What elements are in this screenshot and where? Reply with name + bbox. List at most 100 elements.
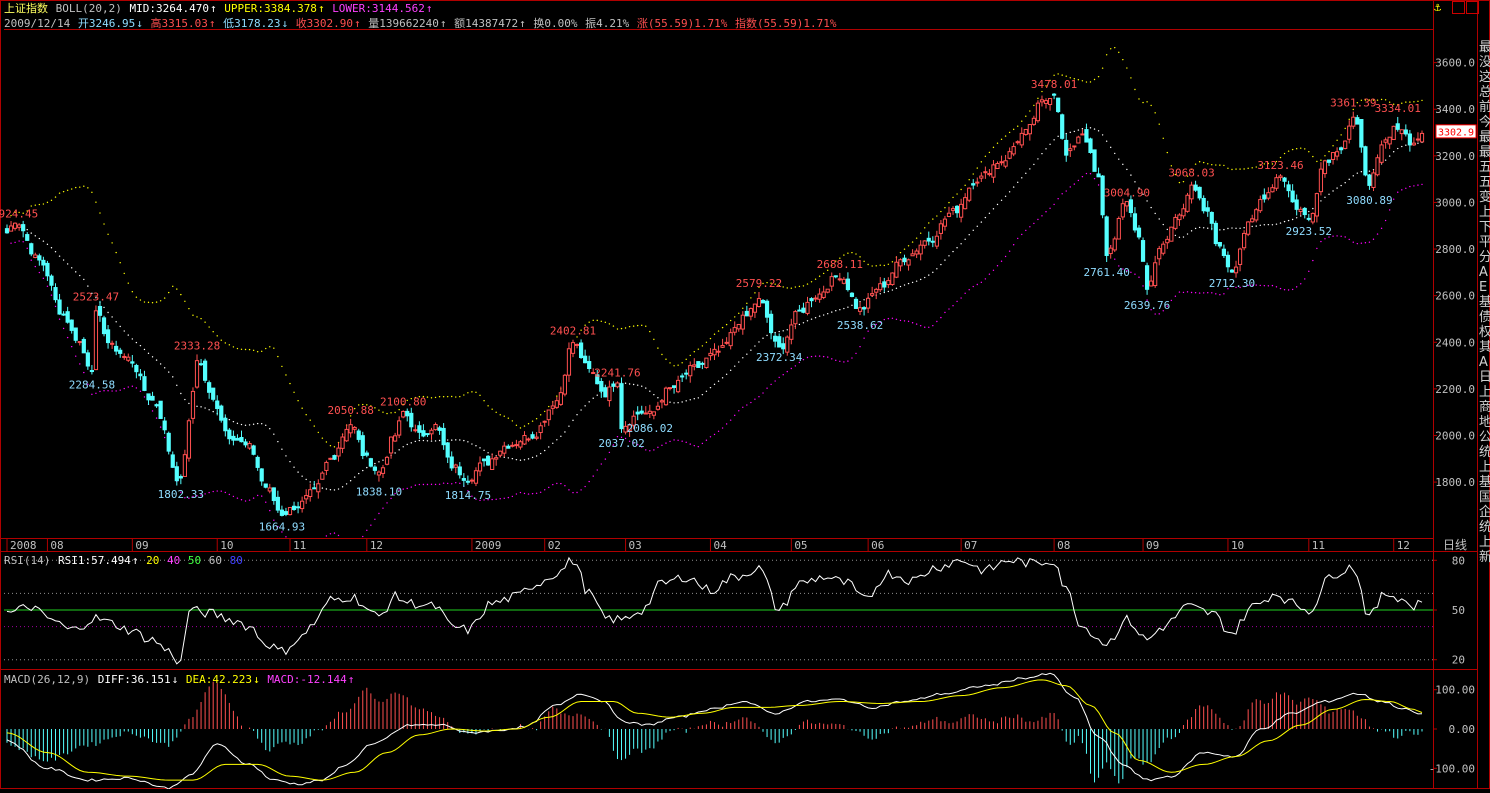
up-arrow-icon: ↑ — [209, 2, 217, 15]
boll-indicator[interactable]: BOLL(20,2) — [55, 2, 122, 15]
candle-body — [25, 234, 30, 241]
boll-mid-band-dot — [944, 259, 946, 261]
candle-body — [138, 373, 143, 377]
boll-mid-band-dot — [402, 446, 404, 448]
symbol-title[interactable]: 上证指数 — [4, 2, 48, 15]
boll-lower-band-dot — [798, 361, 801, 364]
candle-body — [437, 427, 442, 431]
boll-upper-band-dot — [697, 348, 700, 350]
boll-mid-band-dot — [1045, 148, 1047, 150]
boll-upper-band-dot — [499, 414, 501, 416]
boll-upper-band-dot — [1012, 128, 1015, 131]
boll-lower-band-dot — [337, 534, 340, 537]
boll-lower-band-dot — [588, 480, 590, 483]
candle-body — [1088, 138, 1093, 154]
trough-label: 2639.76 — [1124, 299, 1170, 312]
boll-lower-band-dot — [111, 390, 113, 392]
candle-body — [445, 442, 450, 458]
up-arrow-icon: ↑ — [425, 2, 433, 15]
rsi-indicator[interactable]: RSI(14) — [4, 554, 51, 567]
boll-upper-band-dot — [1178, 181, 1181, 184]
boll-upper-band-dot — [70, 188, 73, 190]
boll-lower-band-dot — [75, 355, 77, 357]
boll-lower-band-dot — [750, 401, 752, 404]
rsi-tick-label: 50 — [1452, 604, 1465, 617]
boll-mid-band-dot — [713, 383, 716, 386]
peak-label: 3068.03 — [1168, 167, 1214, 180]
boll-mid-band-dot — [159, 363, 162, 365]
boll-lower-band-dot — [135, 387, 138, 389]
boll-upper-band-dot — [240, 348, 243, 350]
window-close-button[interactable] — [1466, 1, 1479, 14]
boll-upper-band-dot — [483, 400, 485, 402]
boll-lower-band-dot — [410, 486, 412, 488]
boll-upper-band-dot — [762, 282, 764, 285]
boll-lower-band-dot — [822, 355, 825, 358]
boll-lower-band-dot — [1259, 284, 1261, 287]
boll-lower-band-dot — [762, 392, 764, 394]
candle-body — [490, 458, 495, 471]
boll-upper-band-dot — [1146, 101, 1148, 103]
boll-upper-band-dot — [487, 405, 489, 407]
quote-volume: 量139662240 — [368, 17, 439, 30]
boll-upper-band-dot — [42, 203, 45, 205]
boll-lower-band-dot — [936, 320, 938, 323]
boll-mid-band-dot — [924, 276, 926, 279]
boll-mid-band-dot — [240, 423, 243, 426]
boll-lower-band-dot — [1300, 283, 1302, 285]
boll-lower-band-dot — [1393, 198, 1395, 200]
candle-body — [522, 434, 527, 445]
candle-body — [324, 461, 329, 471]
boll-upper-band-dot — [1215, 164, 1217, 166]
boll-lower-band-dot — [1037, 218, 1039, 221]
macd-indicator[interactable]: MACD(26,12,9) — [4, 673, 91, 686]
boll-upper-band-dot — [309, 419, 311, 421]
boll-upper-band-dot — [62, 190, 65, 193]
candle-body — [1108, 247, 1113, 255]
candle-body — [231, 435, 236, 441]
boll-lower-band-dot — [38, 271, 41, 274]
boll-mid-band-dot — [301, 475, 303, 477]
boll-lower-band-dot — [729, 419, 732, 421]
candle-body — [186, 420, 192, 459]
date-tick-label: 11 — [293, 539, 306, 552]
boll-upper-band-dot — [119, 262, 121, 264]
boll-lower-band-dot — [620, 436, 623, 439]
candle-body — [21, 224, 26, 232]
boll-mid-band-dot — [1049, 143, 1051, 146]
date-tick-label: 03 — [629, 539, 642, 552]
boll-lower-band-dot — [968, 288, 970, 291]
candle-body — [1205, 207, 1210, 212]
candle-body — [1221, 248, 1227, 257]
boll-lower-band-dot — [956, 300, 958, 303]
boll-upper-band-dot — [879, 264, 881, 266]
window-restore-button[interactable] — [1452, 1, 1465, 14]
anchor-icon[interactable]: ⚓ — [1434, 0, 1442, 14]
boll-upper-band-dot — [390, 412, 392, 414]
boll-lower-band-dot — [483, 499, 485, 501]
candle-body — [118, 349, 123, 354]
boll-upper-band-dot — [924, 227, 926, 229]
boll-lower-band-dot — [406, 487, 408, 490]
candle-body — [219, 405, 224, 421]
boll-upper-band-dot — [770, 282, 772, 284]
candle-body — [4, 228, 10, 234]
candle-body — [870, 293, 875, 296]
boll-upper-band-dot — [515, 424, 518, 427]
rsi-tick-label: 80 — [1452, 554, 1465, 567]
boll-lower-band-dot — [1190, 291, 1193, 294]
boll-upper-band-dot — [475, 391, 477, 394]
side-info-column[interactable]: 最没这总前今最最 五五变上下平分A E基债权其A日上商地公统上基国企统上新 — [1479, 40, 1490, 565]
boll-mid-band-dot — [34, 235, 36, 237]
boll-upper-band-dot — [192, 314, 194, 316]
boll-mid-band-dot — [1352, 175, 1354, 177]
candle-body — [154, 404, 159, 407]
candle-body — [983, 171, 988, 174]
boll-lower-band-dot — [689, 443, 691, 445]
boll-lower-band-dot — [1154, 313, 1156, 315]
boll-mid-band-dot — [548, 446, 550, 448]
boll-lower-band-dot — [911, 322, 914, 324]
boll-lower-band-dot — [1142, 285, 1144, 287]
